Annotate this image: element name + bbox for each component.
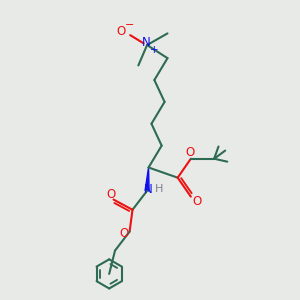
Polygon shape bbox=[145, 167, 149, 191]
Text: −: − bbox=[125, 20, 134, 30]
Text: N: N bbox=[142, 36, 151, 49]
Text: +: + bbox=[150, 45, 159, 55]
Text: N: N bbox=[144, 183, 153, 196]
Text: H: H bbox=[155, 184, 164, 194]
Text: O: O bbox=[106, 188, 115, 201]
Text: O: O bbox=[186, 146, 195, 159]
Text: O: O bbox=[119, 226, 128, 240]
Text: O: O bbox=[117, 26, 126, 38]
Text: O: O bbox=[193, 195, 202, 208]
